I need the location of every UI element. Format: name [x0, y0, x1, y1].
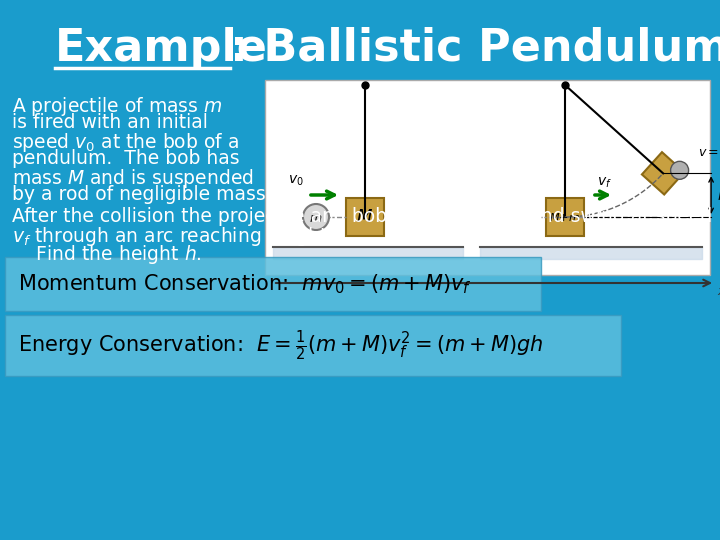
- Text: $h$: $h$: [717, 188, 720, 202]
- Text: mass $M$ and is suspended: mass $M$ and is suspended: [12, 167, 254, 190]
- FancyBboxPatch shape: [265, 80, 710, 275]
- Text: pendulum.  The bob has: pendulum. The bob has: [12, 149, 240, 168]
- Text: $v = 0$: $v = 0$: [698, 146, 720, 159]
- Text: Momentum Conservation:  $mv_0 = (m+M)v_f$: Momentum Conservation: $mv_0 = (m+M)v_f$: [18, 272, 472, 296]
- FancyBboxPatch shape: [5, 315, 621, 376]
- Text: A projectile of mass $m$: A projectile of mass $m$: [12, 95, 222, 118]
- Text: x: x: [717, 285, 720, 298]
- Polygon shape: [642, 152, 684, 194]
- Text: by a rod of negligible mass.: by a rod of negligible mass.: [12, 185, 271, 204]
- Text: After the collision the projectile and bob stick together and swing at speed: After the collision the projectile and b…: [12, 207, 712, 226]
- Text: $m$: $m$: [310, 212, 323, 225]
- FancyBboxPatch shape: [5, 257, 541, 311]
- Text: $v_f$ through an arc reaching height $h$.: $v_f$ through an arc reaching height $h$…: [12, 225, 351, 248]
- Text: : Ballistic Pendulum: : Ballistic Pendulum: [230, 26, 720, 70]
- Text: speed $v_0$ at the bob of a: speed $v_0$ at the bob of a: [12, 131, 239, 154]
- Text: $M\!+\!m$: $M\!+\!m$: [549, 211, 581, 223]
- Text: $v_0$: $v_0$: [288, 174, 304, 188]
- Circle shape: [670, 161, 688, 179]
- Circle shape: [303, 204, 329, 230]
- Text: Find the height $h$.: Find the height $h$.: [12, 243, 202, 266]
- FancyBboxPatch shape: [546, 198, 584, 236]
- Text: $M$: $M$: [356, 208, 374, 226]
- Text: is fired with an initial: is fired with an initial: [12, 113, 208, 132]
- Text: Energy Conservation:  $E = \frac{1}{2}(m+M)v_f^2 = (m+M)gh$: Energy Conservation: $E = \frac{1}{2}(m+…: [18, 328, 544, 363]
- FancyBboxPatch shape: [346, 198, 384, 236]
- Text: Example: Example: [55, 26, 268, 70]
- Text: $v_f$: $v_f$: [597, 176, 611, 190]
